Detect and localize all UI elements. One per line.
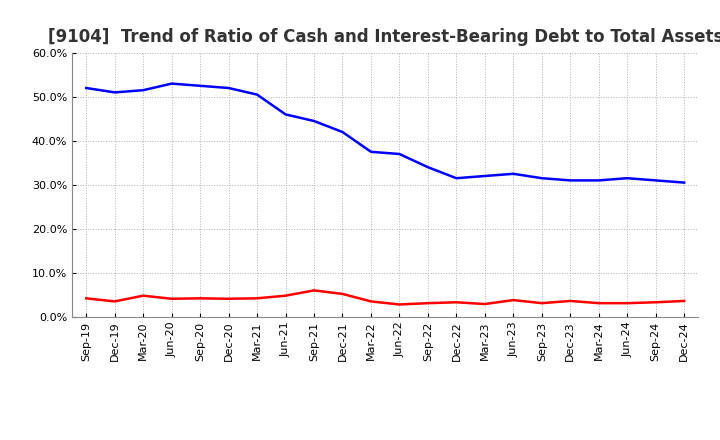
Interest-Bearing Debt [595,178,603,183]
Cash [652,300,660,305]
Cash [167,296,176,301]
Interest-Bearing Debt [110,90,119,95]
Cash [82,296,91,301]
Cash [452,300,461,305]
Title: [9104]  Trend of Ratio of Cash and Interest-Bearing Debt to Total Assets: [9104] Trend of Ratio of Cash and Intere… [48,28,720,46]
Cash [509,297,518,303]
Interest-Bearing Debt [623,176,631,181]
Interest-Bearing Debt [167,81,176,86]
Interest-Bearing Debt [509,171,518,176]
Cash [282,293,290,298]
Interest-Bearing Debt [310,118,318,124]
Cash [253,296,261,301]
Interest-Bearing Debt [196,83,204,88]
Cash [139,293,148,298]
Interest-Bearing Debt [537,176,546,181]
Cash [423,301,432,306]
Cash [537,301,546,306]
Cash [338,291,347,297]
Line: Cash: Cash [86,290,684,304]
Interest-Bearing Debt [480,173,489,179]
Interest-Bearing Debt [282,112,290,117]
Cash [225,296,233,301]
Line: Interest-Bearing Debt: Interest-Bearing Debt [86,84,684,183]
Interest-Bearing Debt [423,165,432,170]
Interest-Bearing Debt [82,85,91,91]
Interest-Bearing Debt [338,129,347,135]
Cash [623,301,631,306]
Cash [310,288,318,293]
Cash [395,302,404,307]
Interest-Bearing Debt [652,178,660,183]
Cash [680,298,688,304]
Interest-Bearing Debt [366,149,375,154]
Cash [595,301,603,306]
Interest-Bearing Debt [253,92,261,97]
Cash [566,298,575,304]
Interest-Bearing Debt [139,88,148,93]
Interest-Bearing Debt [452,176,461,181]
Cash [480,301,489,307]
Cash [196,296,204,301]
Interest-Bearing Debt [566,178,575,183]
Interest-Bearing Debt [225,85,233,91]
Cash [366,299,375,304]
Cash [110,299,119,304]
Interest-Bearing Debt [395,151,404,157]
Interest-Bearing Debt [680,180,688,185]
